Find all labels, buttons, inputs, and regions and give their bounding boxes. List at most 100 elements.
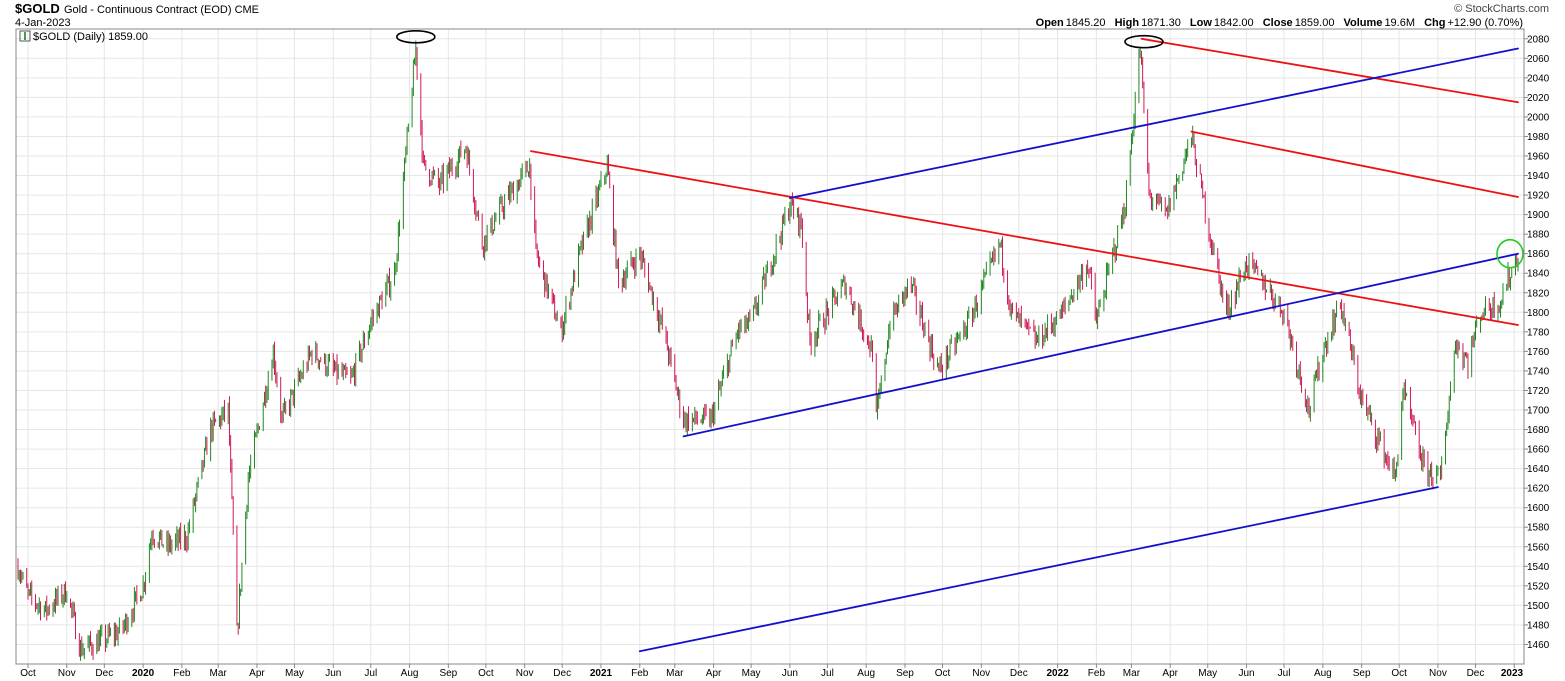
ohlc-summary: Open 1845.20 High 1871.30 Low 1842.00 Close… [1030, 17, 1523, 29]
y-tick-label: 2080 [1527, 34, 1550, 45]
y-tick-label: 1600 [1527, 503, 1550, 514]
x-tick-label: Oct [935, 668, 951, 679]
close-value: 1859.00 [1294, 17, 1335, 29]
y-tick-label: 2060 [1527, 54, 1550, 65]
y-tick-label: 1640 [1527, 464, 1550, 475]
x-tick-label: Dec [1467, 668, 1485, 679]
x-tick-label: 2021 [590, 668, 613, 679]
x-tick-label: Dec [553, 668, 571, 679]
close-label: Close [1262, 17, 1293, 29]
blue-channel-upper [788, 47, 1519, 199]
change-label: Chg [1424, 17, 1446, 29]
top-2020-marker [396, 30, 436, 44]
y-tick-label: 1980 [1527, 132, 1550, 143]
x-tick-label: Nov [972, 668, 990, 679]
y-tick-label: 1860 [1527, 249, 1550, 260]
x-tick-label: Oct [1391, 668, 1407, 679]
chart-instrument-name: Gold - Continuous Contract (EOD) CME [64, 4, 259, 16]
y-tick-label: 1540 [1527, 562, 1550, 573]
y-tick-label: 1520 [1527, 581, 1550, 592]
x-tick-label: Sep [896, 668, 914, 679]
y-tick-label: 1900 [1527, 210, 1550, 221]
y-tick-label: 2000 [1527, 112, 1550, 123]
chart-symbol: $GOLD [15, 1, 60, 16]
x-tick-label: Jul [821, 668, 834, 679]
x-tick-label: Jun [782, 668, 798, 679]
grid [16, 29, 1524, 664]
blue-channel-middle [682, 252, 1519, 438]
red-channel-lower [1190, 130, 1519, 198]
x-tick-label: Aug [401, 668, 419, 679]
y-tick-label: 1740 [1527, 366, 1550, 377]
y-axis: 1460 1480 1500 1520 1540 1560 1580 1600 1620 1640… [1524, 34, 1550, 651]
x-tick-label: Aug [1314, 668, 1332, 679]
y-tick-label: 1580 [1527, 523, 1550, 534]
x-tick-label: Jul [1278, 668, 1291, 679]
legend-label: $GOLD (Daily) 1859.00 [33, 31, 148, 43]
x-tick-label: 2022 [1046, 668, 1069, 679]
x-tick-label: Dec [95, 668, 113, 679]
blue-channel-lower [638, 486, 1439, 653]
x-tick-label: Sep [439, 668, 457, 679]
x-tick-label: Feb [631, 668, 649, 679]
top-2022-marker [1124, 34, 1164, 49]
high-label: High [1114, 17, 1140, 29]
y-tick-label: 1660 [1527, 445, 1550, 456]
low-label: Low [1189, 17, 1212, 29]
y-tick-label: 1920 [1527, 191, 1550, 202]
y-tick-label: 1700 [1527, 406, 1550, 417]
y-tick-label: 2020 [1527, 93, 1550, 104]
y-tick-label: 1620 [1527, 484, 1550, 495]
exchange-label: CME [234, 4, 260, 16]
x-tick-label: May [742, 668, 761, 679]
x-tick-label: May [285, 668, 304, 679]
x-tick-label: Jun [1238, 668, 1254, 679]
y-tick-label: 1680 [1527, 425, 1550, 436]
x-tick-label: Mar [1123, 668, 1141, 679]
y-tick-label: 1840 [1527, 269, 1550, 280]
y-tick-label: 1940 [1527, 171, 1550, 182]
open-value: 1845.20 [1065, 17, 1106, 29]
chart-legend: $GOLD (Daily) 1859.00 [19, 30, 148, 43]
plot-frame [15, 28, 1525, 665]
x-axis: Oct Nov Dec 2020 Feb Mar Apr May Jun Jul Aug Sep Oct… [20, 664, 1524, 679]
y-tick-label: 1780 [1527, 327, 1550, 338]
x-tick-label: Feb [1088, 668, 1106, 679]
x-tick-label: Sep [1353, 668, 1371, 679]
y-tick-label: 1760 [1527, 347, 1550, 358]
x-tick-label: Nov [516, 668, 534, 679]
y-tick-label: 1480 [1527, 620, 1550, 631]
y-tick-label: 1500 [1527, 601, 1550, 612]
change-value: +12.90 (0.70%) [1447, 17, 1523, 29]
y-tick-label: 1720 [1527, 386, 1550, 397]
x-tick-label: Oct [20, 668, 36, 679]
y-tick-label: 1960 [1527, 152, 1550, 163]
x-tick-label: Apr [706, 668, 722, 679]
x-tick-label: Nov [1429, 668, 1447, 679]
open-label: Open [1035, 17, 1064, 29]
legend-swatch [19, 30, 31, 42]
x-tick-label: Jul [364, 668, 377, 679]
chart-date: 4-Jan-2023 [15, 17, 71, 29]
y-tick-label: 1460 [1527, 640, 1550, 651]
x-tick-label: Mar [210, 668, 228, 679]
low-value: 1842.00 [1213, 17, 1254, 29]
stockcharts-brand: © StockCharts.com [1454, 3, 1549, 15]
x-tick-label: Feb [173, 668, 191, 679]
x-tick-label: 2023 [1501, 668, 1524, 679]
price-bars [17, 40, 1519, 661]
x-tick-label: Nov [58, 668, 76, 679]
trendlines [530, 37, 1519, 653]
high-value: 1871.30 [1141, 17, 1181, 29]
y-tick-label: 2040 [1527, 73, 1550, 84]
y-tick-label: 1820 [1527, 288, 1550, 299]
x-tick-label: Dec [1010, 668, 1028, 679]
x-tick-label: May [1198, 668, 1217, 679]
x-tick-label: Oct [478, 668, 494, 679]
red-channel-upper [1140, 37, 1519, 104]
x-tick-label: Aug [857, 668, 875, 679]
x-tick-label: Jun [325, 668, 341, 679]
y-tick-label: 1560 [1527, 542, 1550, 553]
x-tick-label: Mar [666, 668, 684, 679]
